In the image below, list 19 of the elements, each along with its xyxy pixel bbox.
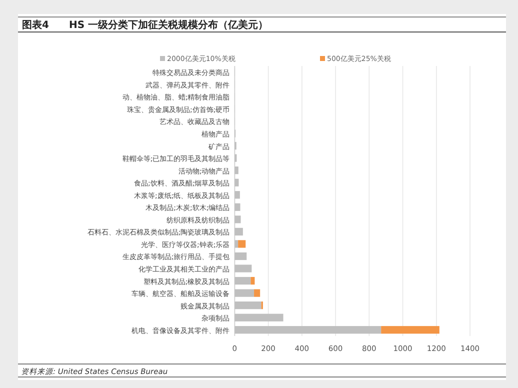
bar <box>234 302 262 310</box>
bar <box>234 178 239 186</box>
bar <box>254 289 260 297</box>
bar <box>234 276 251 285</box>
bar <box>234 289 254 297</box>
text: 图表4 HS 一级分类下加征关税规模分布（亿美元） <box>22 19 268 31</box>
bar <box>234 240 238 248</box>
bar <box>234 191 240 199</box>
bar <box>381 326 440 334</box>
bar <box>234 166 238 174</box>
bar <box>234 326 382 334</box>
bar <box>250 276 255 285</box>
bar <box>234 314 284 322</box>
bar <box>234 228 243 236</box>
bar <box>234 252 247 260</box>
bar <box>234 216 241 224</box>
bar <box>238 240 246 248</box>
bar <box>234 264 252 272</box>
bar <box>234 203 240 211</box>
